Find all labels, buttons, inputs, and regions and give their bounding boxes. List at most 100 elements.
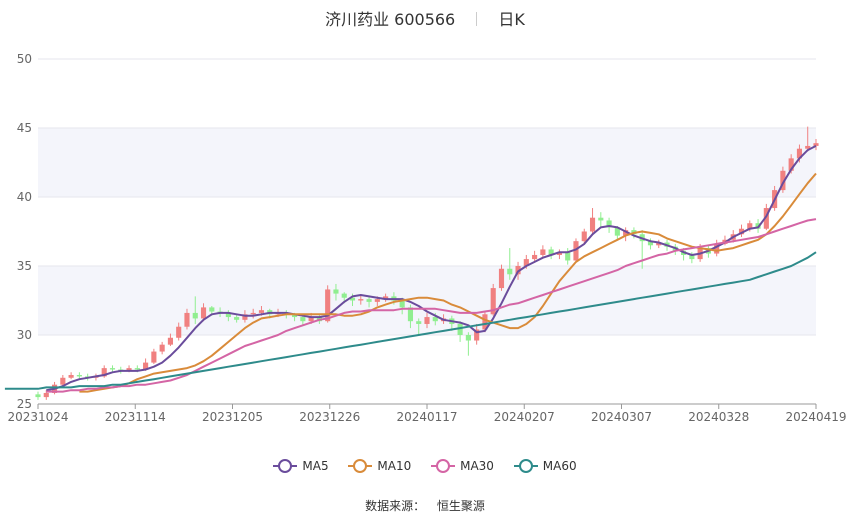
candle-body: [738, 228, 745, 235]
grid-band: [38, 128, 816, 197]
x-tick-label: 20240307: [591, 410, 652, 424]
candle-body: [515, 266, 521, 275]
source-label: 数据来源：: [365, 499, 426, 513]
candle-body: [532, 254, 538, 260]
legend-item-ma5[interactable]: MA5: [273, 459, 329, 473]
candle-body: [35, 394, 41, 398]
candle-body: [176, 326, 182, 338]
y-tick-label: 40: [17, 190, 32, 204]
x-tick-label: 20240328: [688, 410, 749, 424]
x-tick-label: 20240117: [396, 410, 457, 424]
candle-body: [349, 297, 356, 301]
candle-body: [407, 307, 414, 322]
x-tick-label: 20231114: [105, 410, 166, 424]
candle-body: [548, 249, 554, 255]
candle-body: [689, 254, 695, 260]
candle-body: [184, 312, 190, 327]
x-tick-label: 20231226: [299, 410, 360, 424]
x-tick-label: 20240207: [494, 410, 555, 424]
candle-body: [200, 307, 207, 319]
candle-body: [457, 323, 463, 335]
candle-body: [813, 143, 819, 146]
candle-body: [490, 288, 496, 315]
candle-body: [498, 268, 505, 289]
legend-item-ma60[interactable]: MA60: [513, 459, 577, 473]
source-value: 恒生聚源: [436, 499, 485, 513]
candle-body: [780, 170, 786, 191]
chart-title-text: 济川药业 600566: [325, 10, 456, 29]
legend-label-ma10: MA10: [377, 459, 412, 473]
x-tick-label: 20240419: [785, 410, 846, 424]
candle-body: [109, 368, 116, 370]
candle-body: [614, 227, 620, 236]
candle-body: [101, 368, 107, 377]
candle-body: [76, 375, 82, 377]
ma-line-ma60: [4, 251, 817, 390]
candle-body: [796, 148, 803, 159]
candle-body: [250, 312, 256, 315]
candle-body: [416, 321, 422, 324]
candle-body: [167, 337, 173, 345]
candle-body: [292, 314, 298, 318]
legend-swatch-ma5: [273, 459, 298, 473]
chart-title: 济川药业 600566 日K: [0, 6, 850, 30]
candle-body: [234, 317, 240, 320]
candle-body: [300, 317, 306, 322]
legend-item-ma10[interactable]: MA10: [348, 459, 411, 473]
legend: MA5 MA10 MA30 MA60: [0, 459, 850, 476]
candle-body: [507, 268, 513, 275]
candle-body: [366, 299, 372, 302]
ma-line-ma5: [46, 145, 817, 392]
candle-body: [225, 312, 231, 318]
candle-body: [341, 293, 347, 298]
candle-body: [143, 362, 149, 370]
legend-swatch-ma30: [431, 459, 456, 473]
legend-swatch-ma10: [348, 459, 373, 473]
ma-line-ma30: [46, 218, 817, 393]
candle-body: [43, 392, 49, 398]
x-tick-label: 20231205: [202, 410, 263, 424]
candle-body: [465, 335, 471, 341]
legend-item-ma30[interactable]: MA30: [431, 459, 494, 473]
candle-body: [374, 299, 380, 302]
legend-swatch-ma60: [513, 459, 538, 473]
candle-body: [747, 223, 753, 229]
candle-body: [482, 314, 488, 330]
data-source: 数据来源： 恒生聚源: [0, 497, 850, 514]
candle-body: [68, 375, 74, 378]
candle-body: [763, 208, 769, 229]
candle-body: [606, 220, 612, 228]
legend-label-ma60: MA60: [542, 459, 577, 473]
title-separator: [476, 12, 478, 26]
candle-body: [714, 243, 720, 254]
candle-body: [134, 368, 140, 370]
candle-body: [556, 252, 562, 255]
candle-body: [60, 377, 66, 385]
y-tick-label: 35: [17, 259, 32, 273]
candle-body: [565, 252, 571, 261]
candle-body: [540, 249, 546, 255]
candle-body: [325, 289, 331, 322]
candle-body: [656, 242, 662, 246]
candle-body: [358, 299, 364, 301]
y-tick-label: 45: [17, 121, 32, 135]
candle-body: [474, 329, 480, 341]
candle-body: [209, 307, 215, 312]
candle-body: [126, 368, 132, 371]
candle-body: [623, 230, 629, 236]
candle-body: [192, 312, 198, 319]
chart-subtitle: 日K: [498, 10, 525, 29]
legend-label-ma30: MA30: [460, 459, 494, 473]
x-tick-label: 20231024: [7, 410, 68, 424]
candle-body: [159, 344, 165, 352]
candle-body: [399, 300, 405, 308]
candle-body: [383, 296, 389, 300]
candle-body: [581, 231, 587, 242]
candle-body: [242, 314, 248, 320]
y-tick-label: 30: [17, 328, 32, 342]
legend-label-ma5: MA5: [302, 459, 329, 473]
candle-body: [573, 241, 579, 261]
candle-body: [647, 241, 654, 246]
candle-body: [258, 310, 265, 313]
